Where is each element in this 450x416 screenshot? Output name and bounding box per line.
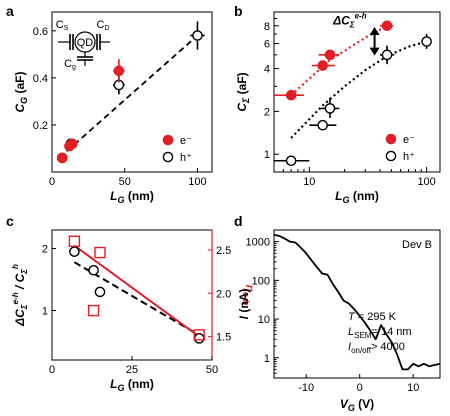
hole-point (192, 30, 203, 41)
hole-point (324, 103, 336, 114)
x-axis-label: LG (nm) (110, 377, 154, 393)
y-tick-label: 100 (252, 275, 270, 287)
electron-point (381, 20, 393, 32)
x-tick-label: 0 (357, 382, 363, 394)
electron-point (56, 152, 68, 164)
eta-point (87, 304, 100, 317)
y-tick-label: 2 (264, 106, 270, 118)
eta-point (94, 246, 106, 259)
y-tick-label: 1 (264, 149, 270, 161)
legend-label-h: h⁺ (180, 152, 192, 164)
ratio-point (88, 264, 99, 276)
electron-point (285, 89, 297, 101)
y-tick-label: 2 (42, 244, 48, 256)
x-tick-label: -10 (298, 382, 314, 394)
y-tick-label: 0.2 (33, 120, 48, 132)
legend-marker-e (385, 133, 397, 145)
iv-curve (273, 233, 441, 371)
annotation-onoff: Ion/off> 4000 (348, 341, 405, 355)
panel-c: 0 25 50 1 2 1.5 2.0 2.5 LG (nm) ΔCΣe-h / CΣh ηe-h (11, 229, 257, 393)
x-tick-label: 50 (206, 364, 218, 376)
electron-point (113, 65, 125, 77)
y-tick-label: 1 (42, 305, 48, 317)
electron-point (317, 60, 328, 71)
y-axis-label: I (nA) (237, 289, 251, 320)
x-tick-label: 25 (126, 364, 138, 376)
y-axis-label-right: ηe-h (241, 285, 257, 306)
y-axis-label: ΔCΣe-h / CΣh (11, 264, 29, 327)
x-tick-label: 0 (49, 364, 55, 376)
x-tick-label: 50 (119, 176, 131, 188)
y-axis-label: CG (aF) (13, 71, 29, 112)
hole-point (317, 119, 328, 131)
x-axis-label: LG (nm) (110, 189, 154, 205)
delta-arrowhead (369, 26, 380, 35)
inset-label-cs: CS (56, 19, 69, 32)
inset-label-cg: Cg (64, 58, 76, 71)
legend-label-h: h⁺ (403, 151, 415, 163)
y-tick-label-right: 2.0 (216, 288, 231, 300)
y-tick-label: 1000 (246, 237, 270, 249)
y-tick-label-right: 2.5 (216, 245, 231, 257)
y-tick-label-right: 1.5 (216, 332, 231, 344)
y-tick-label: 0.4 (33, 73, 48, 85)
legend-label-e: e⁻ (180, 135, 192, 147)
hole-point (421, 36, 432, 47)
plot-frame (51, 11, 213, 173)
y-tick-label: 0.6 (33, 26, 48, 38)
hole-point (285, 155, 297, 167)
panel-d: -10 0 10 1 10 100 1000 VG (V) I (nA) Dev B T = 295… (237, 229, 441, 413)
panel-label-c: c (6, 213, 14, 229)
x-tick-label: 100 (417, 176, 435, 188)
plot-frame (273, 11, 441, 173)
panel-b: 10 100 1 2 4 6 8 LG (nm) CΣ (aF) ΔCΣe-h e⁻ h⁺ (235, 11, 441, 205)
x-axis-label: VG (V) (340, 397, 374, 413)
x-tick-label: 100 (188, 176, 206, 188)
y-tick-label: 1 (264, 353, 270, 365)
fit-line (58, 34, 199, 159)
legend-marker-h (162, 151, 174, 163)
x-tick-label: 10 (407, 382, 419, 394)
delta-annotation: ΔCΣe-h (332, 11, 367, 29)
eta-point (68, 235, 81, 247)
inset-label-cd: CD (96, 19, 109, 32)
panel-label-b: b (234, 3, 243, 19)
plot-frame (273, 229, 441, 379)
panel-a: 0 50 1000.20.40.6LG (nm)CG (aF)e⁻h⁺CSQDCDC… (13, 11, 213, 205)
y-tick-label: 8 (264, 21, 270, 33)
hole-point (381, 49, 393, 61)
legend-marker-e (162, 134, 174, 146)
electron-point (67, 138, 78, 150)
ratio-point (94, 286, 106, 298)
delta-arrowhead (369, 47, 380, 56)
fit-line-e (290, 24, 388, 97)
y-tick-label: 10 (258, 314, 270, 326)
panel-label-d: d (234, 213, 243, 229)
ratio-point (69, 246, 80, 257)
ratio-point (193, 333, 205, 344)
electron-point (324, 49, 336, 61)
panel-label-a: a (6, 3, 14, 19)
y-tick-label: 6 (264, 39, 270, 51)
legend-label-e: e⁻ (403, 134, 415, 146)
fit-line-h (290, 40, 427, 139)
annotation-temperature: T = 295 K (348, 311, 397, 323)
x-axis-label: LG (nm) (335, 189, 379, 205)
annotation-length: LSEM= 14 nm (348, 326, 412, 340)
y-axis-label: CΣ (aF) (235, 72, 251, 111)
fit-line-right (73, 244, 200, 338)
x-tick-label: 10 (303, 176, 315, 188)
x-tick-label: 0 (49, 176, 55, 188)
inset-label-qd: QD (77, 37, 94, 49)
annotation-device: Dev B (402, 239, 432, 251)
eta-point (193, 329, 205, 341)
legend-marker-h (385, 150, 397, 162)
y-tick-label: 4 (264, 64, 270, 76)
